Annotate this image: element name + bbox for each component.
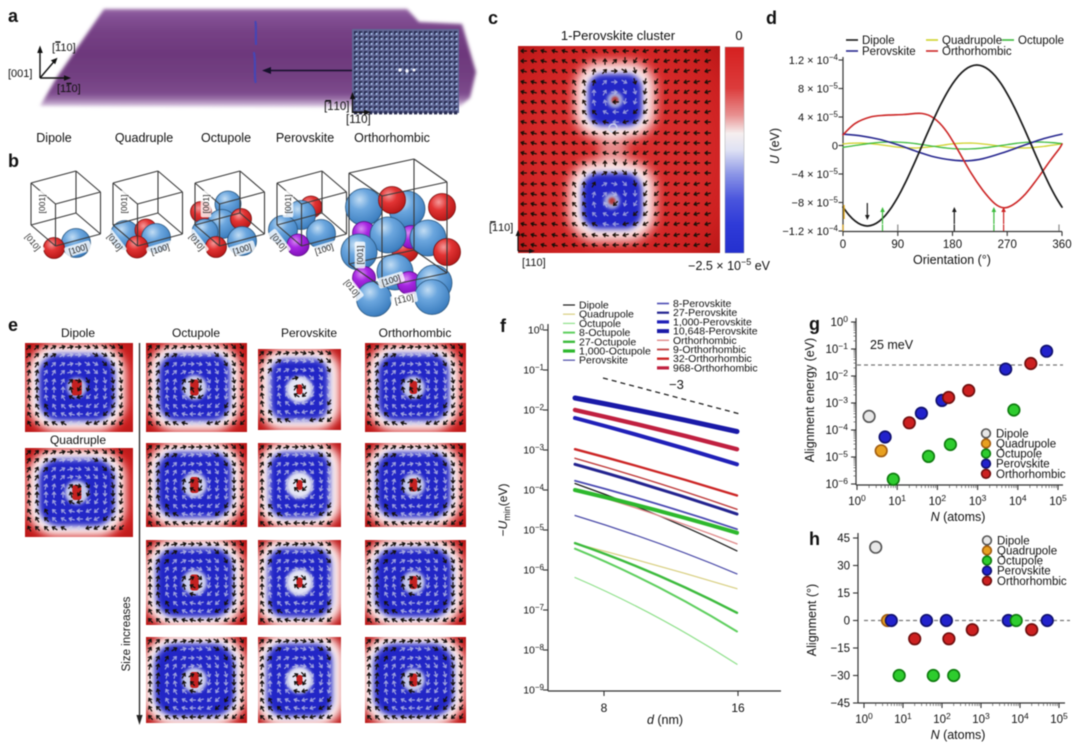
svg-text:Perovskite: Perovskite bbox=[276, 131, 334, 145]
svg-text:Dipole: Dipole bbox=[862, 35, 895, 47]
svg-text:Alignment energy (eV): Alignment energy (eV) bbox=[803, 338, 817, 462]
svg-text:Orthorhombic: Orthorhombic bbox=[673, 335, 737, 347]
svg-text:Perovskite: Perovskite bbox=[579, 355, 628, 367]
svg-text:Quadruple: Quadruple bbox=[50, 433, 106, 447]
svg-text:360: 360 bbox=[1052, 239, 1071, 251]
svg-text:−3: −3 bbox=[669, 377, 684, 392]
svg-text:1-Perovskite cluster: 1-Perovskite cluster bbox=[561, 28, 676, 43]
svg-text:32-Orthorhombic: 32-Orthorhombic bbox=[673, 353, 752, 365]
svg-text:Orthorhombic: Orthorhombic bbox=[996, 469, 1066, 481]
svg-text:25 meV: 25 meV bbox=[870, 338, 914, 352]
svg-text:1,000-Octupole: 1,000-Octupole bbox=[579, 346, 651, 358]
svg-text:968-Orthorhombic: 968-Orthorhombic bbox=[673, 362, 758, 374]
svg-text:10,648-Perovskite: 10,648-Perovskite bbox=[673, 326, 758, 338]
svg-text:−1.2 × 10−4: −1.2 × 10−4 bbox=[782, 224, 838, 238]
svg-text:Dipole: Dipole bbox=[36, 131, 71, 145]
svg-text:−30: −30 bbox=[830, 671, 850, 683]
svg-text:Quadrupole: Quadrupole bbox=[942, 35, 1002, 47]
svg-text:Octupole: Octupole bbox=[172, 326, 220, 340]
svg-text:Orthorhombic: Orthorhombic bbox=[379, 326, 452, 340]
svg-text:N (atoms): N (atoms) bbox=[931, 728, 986, 742]
svg-text:[110]: [110] bbox=[57, 83, 81, 95]
svg-text:N (atoms): N (atoms) bbox=[931, 510, 986, 524]
svg-text:f: f bbox=[500, 316, 507, 336]
svg-text:8: 8 bbox=[601, 701, 608, 715]
svg-text:Octupole: Octupole bbox=[996, 449, 1042, 461]
svg-text:Dipole: Dipole bbox=[996, 428, 1029, 440]
svg-text:[110]: [110] bbox=[522, 257, 546, 269]
svg-text:Octupole: Octupole bbox=[1018, 35, 1064, 47]
svg-text:−2.5 × 10−5 eV: −2.5 × 10−5 eV bbox=[688, 257, 771, 273]
svg-text:d: d bbox=[766, 8, 777, 28]
svg-text:Perovskite: Perovskite bbox=[281, 326, 337, 340]
svg-text:10]: 10] bbox=[334, 101, 350, 113]
svg-text:9-Orthorhombic: 9-Orthorhombic bbox=[673, 344, 746, 356]
svg-text:Orthorhombic: Orthorhombic bbox=[942, 46, 1012, 58]
svg-text:−15: −15 bbox=[830, 643, 850, 655]
svg-text:8-Octupole: 8-Octupole bbox=[579, 327, 631, 339]
svg-text:Octupole: Octupole bbox=[997, 556, 1043, 568]
svg-text:1,000-Perovskite: 1,000-Perovskite bbox=[673, 316, 752, 328]
svg-text:[001]: [001] bbox=[119, 195, 129, 214]
svg-text:0: 0 bbox=[832, 141, 838, 153]
svg-text:4 × 10−5: 4 × 10−5 bbox=[798, 110, 839, 124]
svg-text:[1: [1 bbox=[489, 222, 498, 234]
svg-text:Perovskite: Perovskite bbox=[996, 459, 1050, 471]
svg-text:27-Perovskite: 27-Perovskite bbox=[673, 307, 737, 319]
svg-text:0: 0 bbox=[844, 616, 850, 628]
svg-text:Dipole: Dipole bbox=[579, 300, 609, 312]
svg-text:[110]: [110] bbox=[346, 114, 371, 126]
svg-text:0: 0 bbox=[840, 239, 846, 251]
svg-text:8 × 10−5: 8 × 10−5 bbox=[798, 82, 839, 96]
svg-text:[1: [1 bbox=[324, 101, 334, 113]
svg-text:[001]: [001] bbox=[201, 195, 211, 214]
svg-text:Orthorhombic: Orthorhombic bbox=[354, 131, 430, 145]
svg-text:1.2 × 10−4: 1.2 × 10−4 bbox=[789, 53, 839, 67]
svg-text:90: 90 bbox=[891, 239, 904, 251]
svg-text:g: g bbox=[809, 314, 820, 334]
svg-text:Quadrupole: Quadrupole bbox=[579, 309, 634, 321]
svg-text:Quadruple: Quadruple bbox=[115, 131, 173, 145]
svg-text:U (eV): U (eV) bbox=[768, 128, 782, 164]
svg-text:[110]: [110] bbox=[52, 42, 76, 54]
svg-text:Perovskite: Perovskite bbox=[997, 566, 1051, 578]
svg-text:8-Perovskite: 8-Perovskite bbox=[673, 298, 732, 310]
svg-text:e: e bbox=[8, 315, 18, 335]
svg-text:[1̅10]: [1̅10] bbox=[394, 292, 415, 306]
svg-text:Octupole: Octupole bbox=[201, 131, 251, 145]
svg-text:−45: −45 bbox=[830, 698, 850, 710]
svg-text:10]: 10] bbox=[498, 222, 513, 234]
svg-text:a: a bbox=[8, 6, 19, 26]
svg-text:45: 45 bbox=[837, 533, 850, 545]
svg-text:30: 30 bbox=[837, 561, 850, 573]
svg-text:d (nm): d (nm) bbox=[647, 713, 683, 727]
svg-text:Orientation (°): Orientation (°) bbox=[913, 253, 991, 267]
svg-text:Size increases: Size increases bbox=[121, 596, 133, 671]
svg-text:Perovskite: Perovskite bbox=[862, 46, 916, 58]
svg-text:Octupole: Octupole bbox=[579, 318, 621, 330]
svg-text:[001]: [001] bbox=[283, 195, 293, 214]
svg-text:[001]: [001] bbox=[355, 246, 365, 265]
svg-text:−8 × 10−5: −8 × 10−5 bbox=[792, 196, 839, 210]
svg-text:b: b bbox=[8, 151, 19, 171]
svg-text:Dipole: Dipole bbox=[997, 535, 1030, 547]
svg-text:h: h bbox=[809, 529, 820, 549]
svg-text:Orthorhombic: Orthorhombic bbox=[997, 576, 1067, 588]
svg-text:−4 × 10−5: −4 × 10−5 bbox=[792, 167, 839, 181]
svg-text:Quadrupole: Quadrupole bbox=[997, 546, 1057, 558]
svg-text:270: 270 bbox=[998, 239, 1017, 251]
svg-text:Alignment (°): Alignment (°) bbox=[805, 584, 819, 656]
svg-text:c: c bbox=[488, 8, 498, 28]
svg-text:0: 0 bbox=[735, 28, 742, 43]
svg-text:Quadrupole: Quadrupole bbox=[996, 439, 1056, 451]
svg-text:180: 180 bbox=[943, 239, 962, 251]
svg-text:[001]: [001] bbox=[37, 195, 47, 214]
svg-text:16: 16 bbox=[731, 701, 745, 715]
svg-text:27-Octupole: 27-Octupole bbox=[579, 336, 636, 348]
svg-text:[001]: [001] bbox=[8, 68, 32, 80]
svg-text:Dipole: Dipole bbox=[61, 326, 95, 340]
svg-text:15: 15 bbox=[837, 588, 850, 600]
svg-text:−Umin(eV): −Umin(eV) bbox=[496, 484, 512, 537]
